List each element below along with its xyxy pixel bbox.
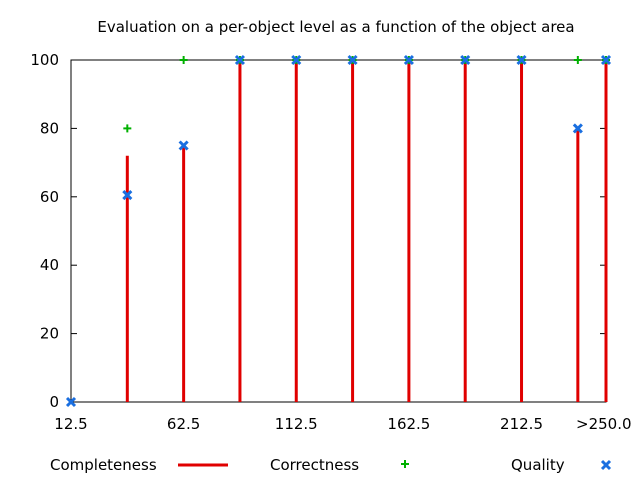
correctness-point: [123, 124, 132, 133]
y-tick-label: 60: [40, 188, 59, 206]
x-tick-label: 112.5: [275, 415, 318, 433]
quality-point: [178, 140, 189, 151]
y-tick-label: 40: [40, 256, 59, 274]
quality-point-b: [572, 123, 583, 134]
quality-point: [460, 54, 471, 66]
legend-label-completeness: Completeness: [50, 456, 157, 474]
legend-label-correctness: Correctness: [270, 456, 359, 474]
legend: Completeness Correctness Quality: [50, 456, 612, 474]
legend-sample-quality: [600, 459, 612, 471]
quality-point: [403, 54, 414, 66]
legend-label-quality: Quality: [511, 456, 565, 474]
quality-point-b: [65, 396, 77, 408]
plot-border: [70, 59, 607, 403]
correctness-point: [179, 56, 188, 64]
y-tick-label: 20: [40, 325, 59, 343]
quality-point-b: [460, 54, 471, 66]
x-tick-label: 12.5: [54, 415, 87, 433]
chart-title: Evaluation on a per-object level as a fu…: [97, 18, 574, 36]
quality-point: [65, 396, 77, 408]
quality-point: [234, 54, 246, 66]
quality-point-b: [600, 54, 612, 66]
legend-sample-correctness: [401, 460, 409, 468]
legend-cross-b: [600, 459, 612, 471]
quality-point-b: [291, 54, 302, 66]
quality-point: [600, 54, 612, 66]
quality-point: [347, 54, 358, 66]
quality-point: [291, 54, 302, 66]
y-tick-label: 100: [30, 51, 59, 69]
quality-point-b: [403, 54, 414, 66]
quality-point-b: [347, 54, 358, 66]
x-tick-label: >250.0: [576, 415, 632, 433]
y-tick-label: 0: [49, 393, 59, 411]
x-tick-label: 162.5: [387, 415, 430, 433]
plot-area: 0 20 40 60 80 100 12.5 62.5 112.5 162.5 212.5 >250.…: [30, 51, 631, 433]
y-tick-label: 80: [40, 119, 59, 137]
quality-point: [122, 190, 133, 201]
quality-point-b: [516, 54, 527, 66]
quality-point: [516, 54, 527, 66]
x-tick-label: 212.5: [500, 415, 543, 433]
quality-point-b: [178, 140, 189, 151]
quality-point: [572, 123, 583, 134]
quality-point-b: [234, 54, 246, 66]
correctness-point: [573, 56, 582, 64]
quality-point-b: [122, 190, 133, 201]
x-tick-label: 62.5: [167, 415, 200, 433]
